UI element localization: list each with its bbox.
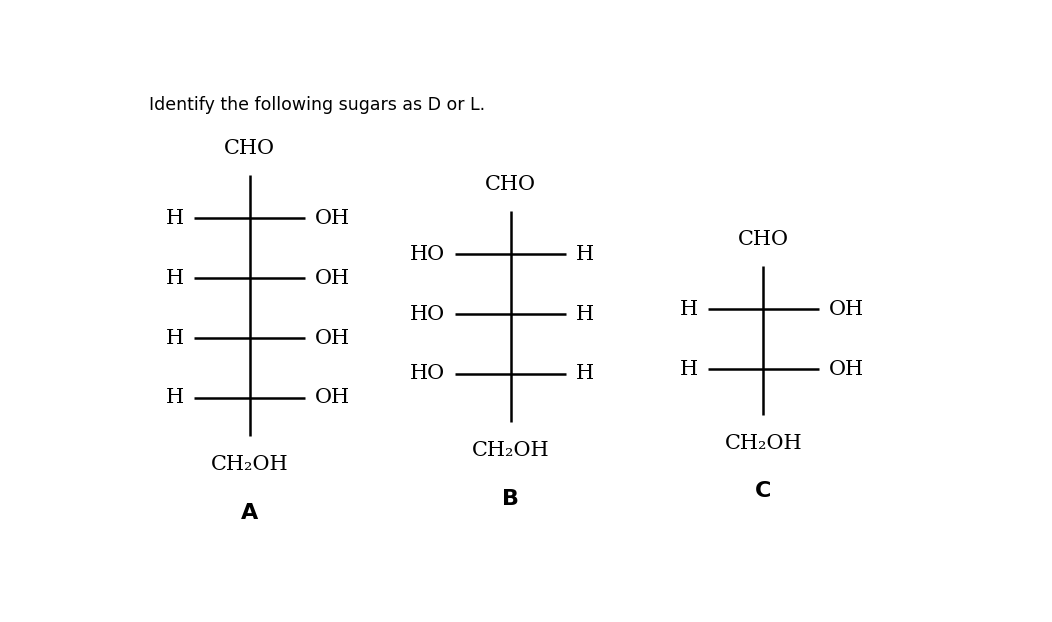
Text: H: H bbox=[166, 328, 184, 348]
Text: CH₂OH: CH₂OH bbox=[210, 455, 288, 475]
Text: H: H bbox=[575, 244, 594, 264]
Text: H: H bbox=[166, 269, 184, 288]
Text: H: H bbox=[575, 305, 594, 323]
Text: OH: OH bbox=[829, 300, 864, 319]
Text: HO: HO bbox=[410, 364, 445, 384]
Text: CHO: CHO bbox=[485, 175, 537, 194]
Text: OH: OH bbox=[315, 269, 350, 288]
Text: Identify the following sugars as D or L.: Identify the following sugars as D or L. bbox=[149, 96, 486, 114]
Text: OH: OH bbox=[315, 209, 350, 228]
Text: H: H bbox=[166, 209, 184, 228]
Text: OH: OH bbox=[315, 328, 350, 348]
Text: H: H bbox=[680, 360, 699, 379]
Text: OH: OH bbox=[315, 388, 350, 407]
Text: CH₂OH: CH₂OH bbox=[471, 441, 549, 460]
Text: A: A bbox=[241, 503, 259, 523]
Text: CH₂OH: CH₂OH bbox=[725, 434, 803, 453]
Text: HO: HO bbox=[410, 244, 445, 264]
Text: B: B bbox=[502, 488, 519, 509]
Text: OH: OH bbox=[829, 360, 864, 379]
Text: CHO: CHO bbox=[224, 139, 276, 159]
Text: H: H bbox=[166, 388, 184, 407]
Text: H: H bbox=[575, 364, 594, 384]
Text: CHO: CHO bbox=[737, 230, 789, 249]
Text: HO: HO bbox=[410, 305, 445, 323]
Text: H: H bbox=[680, 300, 699, 319]
Text: C: C bbox=[755, 481, 771, 501]
